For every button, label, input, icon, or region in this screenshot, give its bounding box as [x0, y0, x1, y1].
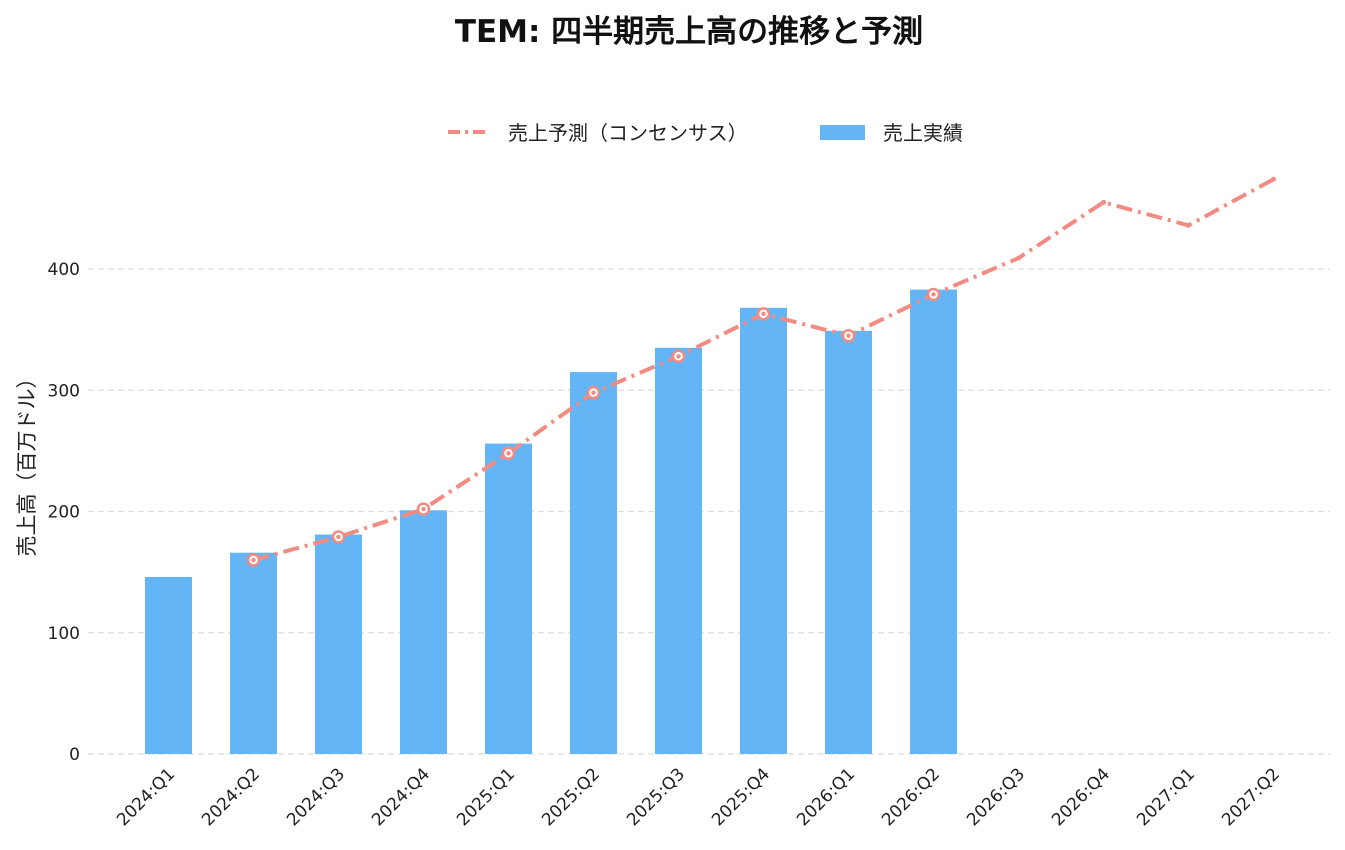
legend-label: 売上実績	[883, 121, 963, 145]
forecast-point-center	[846, 333, 851, 338]
grid	[88, 268, 1330, 755]
x-tick-label: 2026:Q4	[1048, 764, 1114, 830]
x-tick-label: 2025:Q1	[453, 764, 519, 830]
x-tick-label: 2027:Q1	[1133, 764, 1199, 830]
y-tick-label: 200	[48, 503, 80, 523]
forecast-point	[1016, 255, 1021, 261]
y-axis: 0 100 200 300 400	[48, 260, 80, 765]
x-tick-label: 2025:Q3	[623, 764, 689, 830]
forecast-point-center	[761, 311, 766, 317]
bar	[655, 347, 702, 754]
forecast-point-center	[251, 557, 256, 563]
forecast-point-center	[676, 354, 681, 359]
x-tick-label: 2024:Q2	[198, 764, 264, 830]
x-tick-label: 2025:Q4	[708, 764, 774, 830]
bar-series	[145, 289, 957, 754]
y-tick-label: 300	[48, 381, 80, 401]
chart-title: TEM: 四半期売上高の推移と予測	[455, 14, 923, 50]
forecast-point-center	[336, 534, 341, 540]
bar	[485, 443, 532, 754]
legend-bar-swatch	[820, 125, 865, 140]
bar	[570, 372, 617, 754]
x-tick-label: 2027:Q2	[1218, 764, 1284, 830]
bar	[910, 289, 957, 754]
bar	[825, 330, 872, 754]
bar	[145, 576, 192, 754]
x-tick-label: 2026:Q1	[793, 764, 859, 830]
forecast-point-center	[506, 451, 511, 456]
y-axis-label: 売上高（百万ドル）	[15, 368, 39, 557]
legend: 売上予測（コンセンサス） 売上実績	[448, 121, 963, 145]
forecast-point	[1186, 222, 1191, 228]
x-tick-label: 2025:Q2	[538, 764, 604, 830]
forecast-series	[246, 176, 1276, 567]
y-tick-label: 100	[48, 624, 80, 644]
legend-label: 売上予測（コンセンサス）	[508, 121, 748, 145]
x-tick-label: 2024:Q4	[368, 764, 434, 830]
x-tick-label: 2026:Q2	[878, 764, 944, 830]
y-tick-label: 0	[69, 745, 80, 765]
bar	[740, 307, 787, 754]
bar	[230, 552, 277, 754]
bar	[400, 510, 447, 754]
x-axis: 2024:Q1 2024:Q2 2024:Q3 2024:Q4 2025:Q1 2025:…	[113, 764, 1284, 830]
forecast-point-center	[421, 506, 426, 512]
forecast-point	[1271, 176, 1276, 182]
x-tick-label: 2026:Q3	[963, 764, 1029, 830]
forecast-point	[1101, 199, 1106, 205]
forecast-point-center	[931, 292, 936, 297]
x-tick-label: 2024:Q1	[113, 764, 179, 830]
y-tick-label: 400	[48, 260, 80, 280]
x-tick-label: 2024:Q3	[283, 764, 349, 830]
bar	[315, 534, 362, 754]
forecast-point-center	[591, 390, 596, 395]
